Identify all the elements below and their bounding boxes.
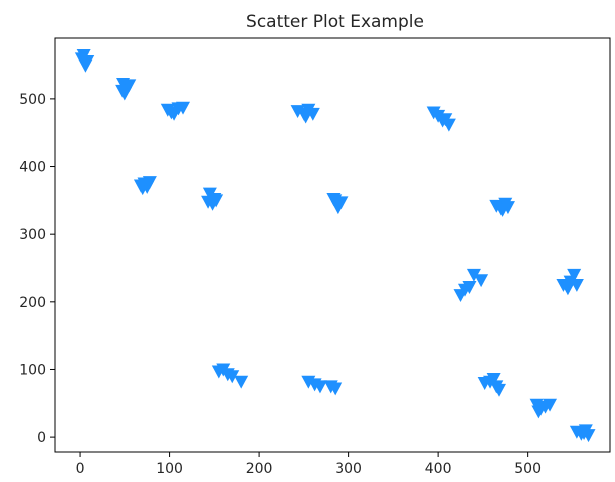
- scatter-point: [543, 398, 558, 412]
- scatter-point: [495, 203, 510, 217]
- scatter-point: [531, 405, 546, 419]
- scatter-point: [225, 370, 240, 384]
- y-tick-label: 200: [19, 295, 46, 311]
- scatter-point: [201, 195, 216, 209]
- x-tick-label: 300: [335, 461, 362, 477]
- scatter-point: [466, 268, 481, 282]
- scatter-point: [234, 375, 249, 389]
- chart-title: Scatter Plot Example: [246, 12, 424, 32]
- scatter-point: [78, 59, 93, 73]
- scatter-point: [569, 278, 584, 292]
- scatter-point: [133, 179, 148, 193]
- scatter-point: [115, 84, 130, 98]
- x-tick-label: 200: [246, 461, 273, 477]
- scatter-point: [577, 427, 592, 441]
- scatter-point: [492, 383, 506, 397]
- y-tick-label: 400: [19, 160, 46, 176]
- scatter-point: [122, 79, 137, 93]
- x-axis: 0 100 200 300 400 500: [76, 452, 541, 477]
- y-tick-label: 300: [19, 227, 46, 243]
- y-axis: 0 100 200 300 400 500: [19, 92, 55, 446]
- scatter-point: [328, 382, 343, 396]
- scatter-point: [474, 274, 489, 288]
- x-tick-label: 0: [76, 461, 85, 477]
- scatter-point: [486, 372, 501, 386]
- scatter-points: [74, 48, 596, 443]
- x-tick-label: 100: [156, 461, 183, 477]
- scatter-point: [176, 101, 191, 115]
- x-tick-label: 500: [514, 461, 541, 477]
- scatter-point: [334, 196, 349, 210]
- y-tick-label: 500: [19, 92, 46, 108]
- scatter-point: [435, 114, 450, 128]
- y-tick-label: 0: [37, 430, 46, 446]
- scatter-point: [142, 176, 157, 190]
- scatter-point: [567, 268, 582, 282]
- scatter-point: [462, 280, 477, 294]
- scatter-point: [312, 380, 327, 394]
- scatter-point: [298, 110, 313, 124]
- scatter-point: [76, 48, 91, 62]
- scatter-point: [164, 106, 179, 120]
- plot-area-frame: [54, 37, 611, 453]
- x-tick-label: 400: [425, 461, 452, 477]
- y-tick-label: 100: [19, 362, 46, 378]
